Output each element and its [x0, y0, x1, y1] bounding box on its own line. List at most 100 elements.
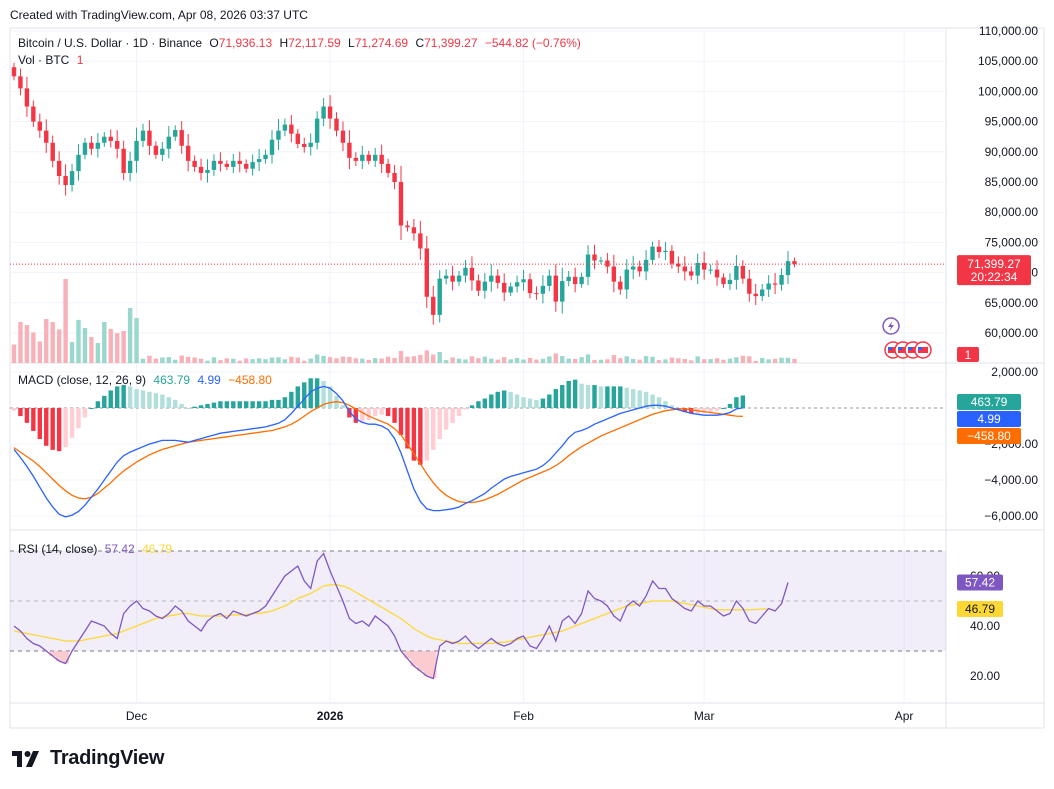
us-flag-icon[interactable]	[914, 341, 932, 359]
candle-body	[50, 142, 55, 161]
price-tick-label: 65,000.00	[985, 296, 1039, 310]
volume-bar	[82, 328, 88, 363]
candle-body	[637, 266, 642, 272]
macd-histogram-bar	[82, 408, 88, 418]
candle-body	[669, 250, 675, 264]
rsi-label[interactable]: RSI (14, close)	[18, 542, 98, 556]
candle-body	[24, 88, 30, 107]
volume-bar	[527, 357, 533, 363]
volume-bar	[50, 322, 55, 363]
time-tick-label: Apr	[895, 709, 914, 723]
volume-bar	[708, 359, 713, 363]
macd-histogram-bar	[521, 397, 526, 408]
candle-body	[63, 175, 68, 186]
macd-histogram-bar	[727, 403, 733, 408]
volume-bar	[334, 358, 339, 363]
price-legend: Bitcoin / U.S. Dollar · 1D · Binance O71…	[18, 36, 585, 50]
volume-bar	[721, 359, 726, 363]
volume-bar	[31, 332, 36, 363]
macd-histogram-bar	[353, 408, 359, 423]
volume-bar	[540, 358, 546, 363]
candle-body	[547, 275, 552, 286]
volume-bar	[431, 354, 436, 363]
lightning-icon[interactable]	[882, 317, 900, 335]
volume-bar	[385, 356, 391, 363]
macd-histogram-bar	[643, 391, 649, 408]
volume-bar	[353, 358, 359, 363]
volume-bar	[347, 356, 352, 363]
candle-body	[392, 172, 397, 182]
macd-histogram-bar	[11, 408, 17, 411]
candle-body	[360, 154, 365, 161]
change-value: −544.82 (−0.76%)	[484, 36, 581, 50]
macd-histogram-bar	[579, 383, 584, 408]
macd-histogram-bar	[95, 401, 101, 408]
macd-label[interactable]: MACD (close, 12, 26, 9)	[18, 373, 147, 387]
macd-histogram-bar	[398, 408, 404, 435]
symbol-label[interactable]: Bitcoin / U.S. Dollar · 1D · Binance	[18, 36, 203, 50]
volume-bar	[269, 357, 275, 363]
macd-histogram-bar	[605, 386, 610, 408]
candle-body	[663, 250, 668, 253]
candle-body	[134, 140, 139, 161]
macd-histogram-bar	[302, 382, 307, 408]
macd-histogram-bar	[308, 378, 313, 408]
candle-body	[153, 145, 159, 155]
volume-bar	[495, 359, 500, 363]
volume-tag	[957, 347, 979, 362]
macd-histogram-bar	[314, 378, 320, 408]
candle-body	[747, 278, 752, 294]
macd-histogram-bar	[514, 394, 520, 408]
macd-histogram-bar	[18, 408, 23, 417]
macd-hist-value: 463.79	[153, 373, 191, 387]
macd-histogram-bar	[385, 408, 391, 417]
candle-body	[231, 160, 236, 167]
macd-signal-value: −458.80	[228, 373, 272, 387]
candle-body	[56, 160, 62, 176]
macd-histogram-bar	[173, 399, 178, 408]
volume-bar	[463, 359, 468, 363]
candle-body	[566, 276, 571, 282]
macd-histogram-bar	[211, 402, 217, 408]
volume-bar	[276, 357, 281, 363]
volume-bar	[185, 356, 191, 363]
time-tick-label: Dec	[126, 709, 147, 723]
volume-bar	[205, 360, 210, 363]
candle-body	[650, 246, 655, 260]
macd-histogram-bar	[721, 408, 726, 409]
candle-body	[37, 121, 42, 131]
candle-body	[76, 154, 81, 172]
volume-bar	[760, 357, 765, 363]
volume-bar	[663, 359, 668, 363]
macd-histogram-bar	[127, 386, 133, 408]
candle-body	[373, 154, 378, 161]
countdown-tag-value: 20:22:34	[971, 270, 1018, 284]
candle-body	[121, 148, 126, 173]
price-tick-label: 60,000.00	[985, 326, 1039, 340]
volume-value: 1	[76, 53, 84, 67]
last-price-tag-value: 71,399.27	[967, 257, 1021, 271]
candle-body	[760, 289, 765, 297]
macd-histogram-bar	[366, 408, 371, 421]
volume-label[interactable]: Vol · BTC	[18, 53, 70, 67]
volume-bar	[534, 359, 539, 363]
candle-body	[295, 133, 300, 144]
candle-body	[792, 261, 797, 265]
volume-legend: Vol · BTC 1	[18, 53, 87, 67]
macd-signal-tag	[957, 428, 1021, 444]
macd-histogram-bar	[585, 385, 591, 408]
macd-signal-line	[13, 401, 743, 504]
candle-body	[605, 260, 610, 267]
candle-body	[456, 275, 462, 282]
volume-bar	[173, 359, 178, 363]
candle-body	[347, 142, 352, 158]
macd-histogram-bar	[508, 391, 513, 408]
volume-bar	[302, 360, 307, 363]
candle-body	[411, 227, 417, 234]
macd-histogram-bar	[669, 405, 675, 408]
macd-histogram-bar	[140, 390, 146, 408]
candle-body	[469, 267, 475, 281]
event-markers	[882, 317, 932, 359]
macd-histogram-bar	[618, 386, 623, 408]
